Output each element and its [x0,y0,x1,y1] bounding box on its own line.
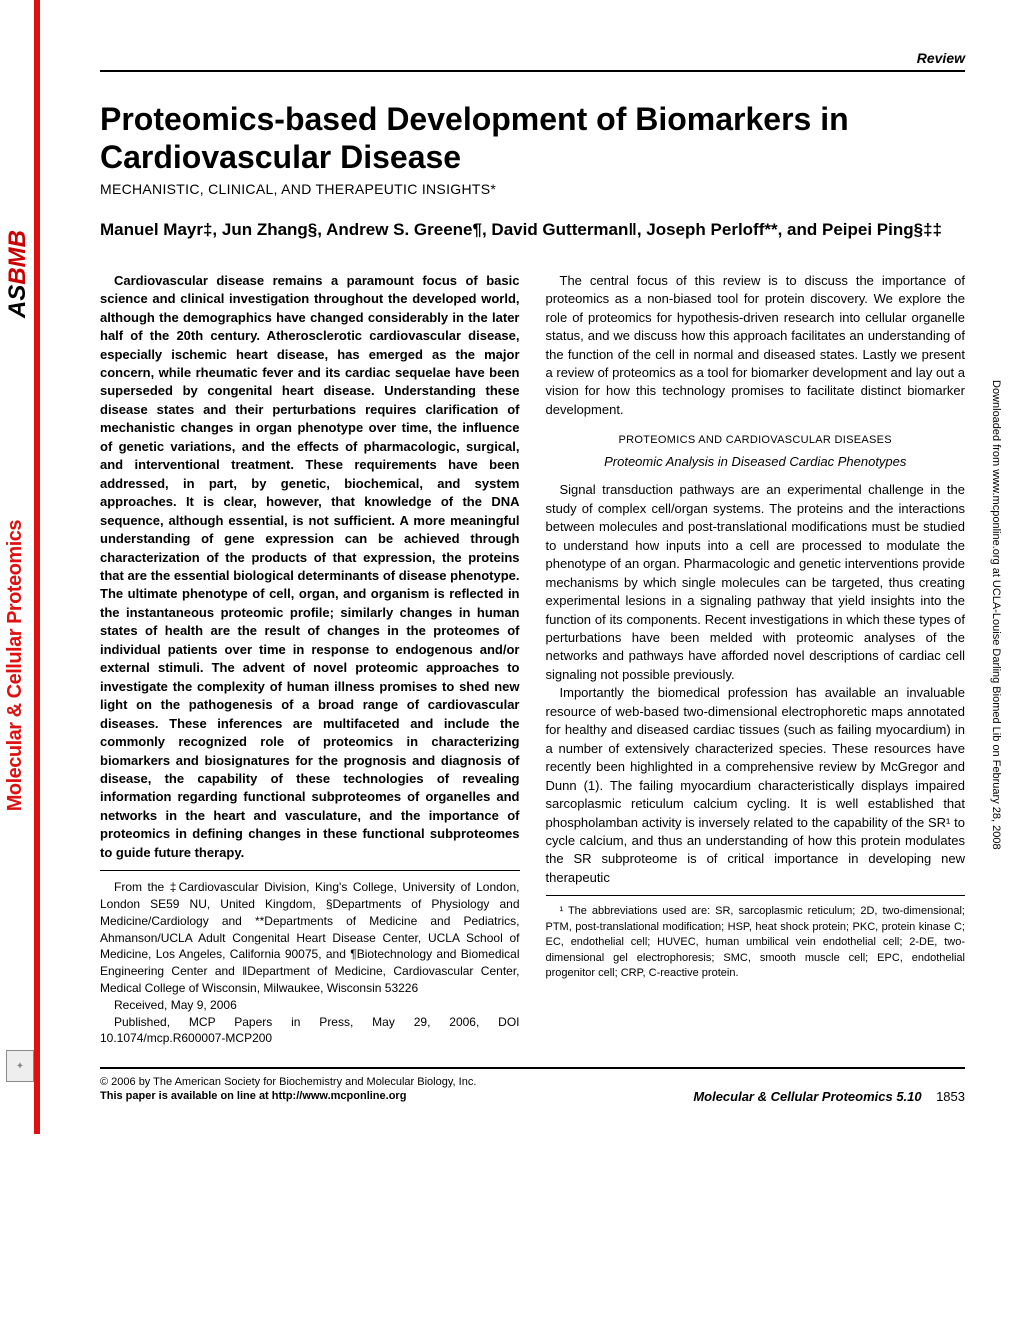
author-list: Manuel Mayr‡, Jun Zhang§, Andrew S. Gree… [100,219,965,242]
affiliations: From the ‡Cardiovascular Division, King'… [100,879,520,997]
copyright-text: © 2006 by The American Society for Bioch… [100,1075,476,1089]
section-heading: PROTEOMICS AND CARDIOVASCULAR DISEASES [546,433,966,449]
stamp-icon: ✦ [6,1050,34,1082]
intro-paragraph: The central focus of this review is to d… [546,272,966,420]
article-title: Proteomics-based Development of Biomarke… [100,100,965,177]
article-subtitle: MECHANISTIC, CLINICAL, AND THERAPEUTIC I… [100,181,965,197]
left-column: Cardiovascular disease remains a paramou… [100,272,520,1047]
left-rail: ASBMB Molecular & Cellular Proteomics ✦ [0,0,86,1134]
abstract-text: Cardiovascular disease remains a paramou… [100,272,520,863]
paper-page: ASBMB Molecular & Cellular Proteomics ✦ … [0,0,1020,1134]
footnote-divider [546,895,966,896]
footer-journal: Molecular & Cellular Proteomics 5.10 [693,1089,921,1104]
logo-bmb: BMB [4,230,31,285]
page-footer: © 2006 by The American Society for Bioch… [100,1067,965,1104]
asbmb-logo: ASBMB [4,230,32,318]
logo-as: AS [4,285,31,318]
rail-red-bar [34,0,40,1134]
right-column: The central focus of this review is to d… [546,272,966,1047]
online-text: This paper is available on line at http:… [100,1089,476,1103]
footer-page-number: 1853 [936,1089,965,1104]
affil-divider [100,870,520,871]
received-date: Received, May 9, 2006 [100,997,520,1014]
journal-vertical-logo: Molecular & Cellular Proteomics [4,520,27,811]
download-watermark: Downloaded from www.mcponline.org at UCL… [990,380,1002,850]
body-paragraph-2: Importantly the biomedical profession ha… [546,684,966,887]
footer-left: © 2006 by The American Society for Bioch… [100,1075,476,1104]
review-label: Review [100,50,965,72]
footer-right: Molecular & Cellular Proteomics 5.10 185… [693,1089,965,1104]
abbreviations-footnote: ¹ The abbreviations used are: SR, sarcop… [546,904,966,981]
published-info: Published, MCP Papers in Press, May 29, … [100,1014,520,1048]
section-subheading: Proteomic Analysis in Diseased Cardiac P… [546,453,966,471]
body-paragraph-1: Signal transduction pathways are an expe… [546,481,966,684]
two-column-body: Cardiovascular disease remains a paramou… [100,272,965,1047]
